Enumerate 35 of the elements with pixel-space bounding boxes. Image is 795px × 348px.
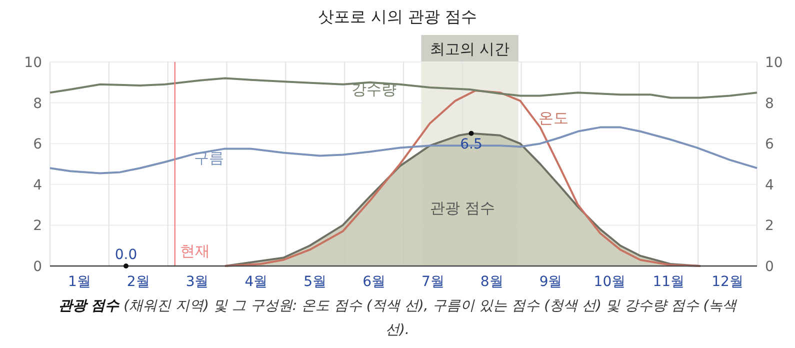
y2-tick-label: 4 bbox=[765, 177, 774, 194]
x-tick-label: 7월 bbox=[421, 274, 444, 290]
text: 관광 점수 (채워진 지역) 및 그 구성원: 온도 점수 (적색 선), 구름이 있는 점수 (청색 선) 및 강수량 점수 (녹색 선). bbox=[58, 298, 737, 338]
y2-tick-label: 10 bbox=[765, 55, 783, 71]
x-tick-label: 5월 bbox=[304, 274, 327, 290]
x-tick-label: 9월 bbox=[539, 274, 562, 290]
y2-tick-label: 8 bbox=[765, 96, 774, 112]
x-tick-label: 12월 bbox=[712, 274, 744, 290]
x-tick-label: 3월 bbox=[186, 274, 209, 290]
y2-tick-label: 0 bbox=[765, 259, 774, 275]
y-tick-label: 8 bbox=[33, 96, 42, 112]
x-tick-label: 1월 bbox=[68, 274, 91, 290]
y2-tick-label: 2 bbox=[765, 218, 774, 234]
y-tick-label: 4 bbox=[33, 177, 42, 194]
line-series bbox=[49, 126, 758, 174]
x-tick-label: 10월 bbox=[594, 274, 626, 290]
y2-tick-label: 6 bbox=[765, 136, 774, 153]
annotation: 0.0 bbox=[114, 247, 138, 263]
x-tick-label: 11월 bbox=[652, 274, 685, 290]
series-label: 관광 점수 bbox=[430, 198, 495, 217]
x-tick-label: 4월 bbox=[244, 274, 268, 290]
y-tick-label: 10 bbox=[24, 55, 42, 71]
chart-title: 삿포로 시의 관광 점수 bbox=[318, 7, 478, 26]
ref-line-label: 현재 bbox=[180, 242, 210, 260]
series-label: 강수량 bbox=[352, 80, 397, 99]
y-tick-label: 6 bbox=[33, 136, 42, 153]
x-tick-label: 2월 bbox=[126, 274, 150, 290]
y-tick-label: 2 bbox=[33, 218, 42, 234]
x-tick-label: 8월 bbox=[480, 274, 504, 290]
line-series bbox=[49, 77, 758, 99]
y-tick-label: 0 bbox=[33, 259, 42, 275]
band-label: 최고의 시간 bbox=[430, 40, 510, 58]
annotation: 6.5 bbox=[460, 136, 482, 152]
series-label: 온도 bbox=[538, 109, 569, 128]
x-tick-label: 6월 bbox=[362, 274, 386, 290]
